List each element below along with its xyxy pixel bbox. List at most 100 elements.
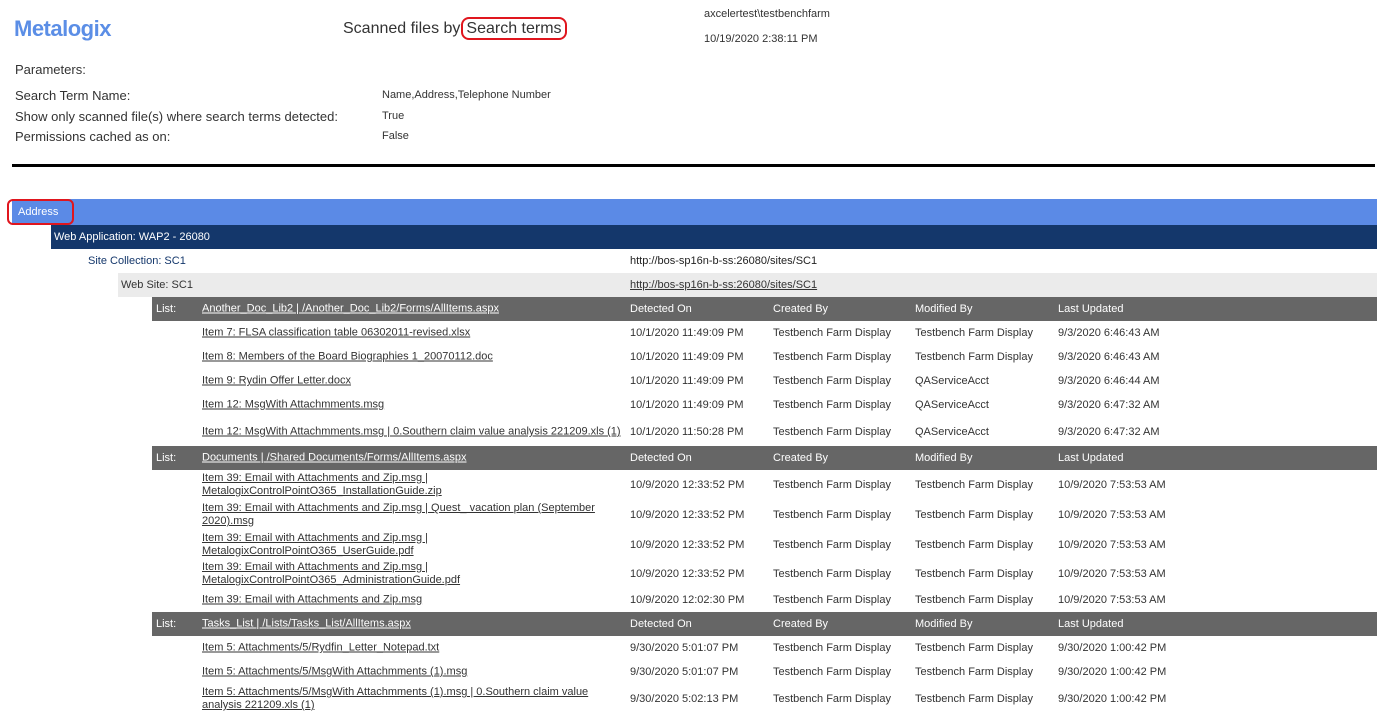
param-value: False xyxy=(382,130,409,142)
file-link[interactable]: Item 39: Email with Attachments and Zip.… xyxy=(202,561,461,586)
column-header-modified-by: Modified By xyxy=(915,303,973,315)
file-link[interactable]: Item 39: Email with Attachments and Zip.… xyxy=(202,531,429,557)
table-row: Item 39: Email with Attachments and Zip.… xyxy=(152,559,1377,589)
table-row: Item 12: MsgWith Attachmments.msg | 0.So… xyxy=(152,417,1377,447)
param-label: Permissions cached as on: xyxy=(15,129,171,144)
table-row: Item 39: Email with Attachments and Zip.… xyxy=(152,589,1377,611)
cell-created-by: Testbench Farm Display xyxy=(773,509,891,521)
cell-last-updated: 9/30/2020 1:00:42 PM xyxy=(1058,642,1167,654)
cell-modified-by: QAServiceAcct xyxy=(915,375,989,387)
cell-last-updated: 10/9/2020 7:53:53 AM xyxy=(1058,479,1166,491)
list-name-link[interactable]: Another_Doc_Lib2 | /Another_Doc_Lib2/For… xyxy=(202,302,499,315)
cell-last-updated: 9/3/2020 6:46:43 AM xyxy=(1058,351,1160,363)
column-header-created-by: Created By xyxy=(773,618,829,630)
cell-last-updated: 9/30/2020 1:00:42 PM xyxy=(1058,666,1167,678)
list-prefix: List: xyxy=(156,618,177,630)
param-label: Search Term Name: xyxy=(15,88,131,103)
cell-modified-by: Testbench Farm Display xyxy=(915,642,1033,654)
cell-last-updated: 9/30/2020 1:00:42 PM xyxy=(1058,693,1167,705)
cell-detected-on: 10/9/2020 12:33:52 PM xyxy=(630,509,745,521)
file-link[interactable]: Item 5: Attachments/5/MsgWith Attachmmen… xyxy=(202,665,468,678)
list-header-row: List: Tasks_List | /Lists/Tasks_List/AllI… xyxy=(152,612,1377,636)
cell-created-by: Testbench Farm Display xyxy=(773,399,891,411)
column-header-detected-on: Detected On xyxy=(630,303,692,315)
file-link[interactable]: Item 39: Email with Attachments and Zip.… xyxy=(202,593,423,606)
list-header-row: List: Another_Doc_Lib2 | /Another_Doc_Lib… xyxy=(152,297,1377,321)
cell-created-by: Testbench Farm Display xyxy=(773,594,891,606)
table-row: Item 39: Email with Attachments and Zip.… xyxy=(152,530,1377,559)
cell-detected-on: 10/1/2020 11:49:09 PM xyxy=(630,399,744,411)
cell-modified-by: Testbench Farm Display xyxy=(915,693,1033,705)
web-application-label: Web Application: WAP2 - 26080 xyxy=(54,231,210,243)
file-link[interactable]: Item 12: MsgWith Attachmments.msg | 0.So… xyxy=(202,425,621,438)
cell-last-updated: 9/3/2020 6:47:32 AM xyxy=(1058,426,1160,438)
table-row: Item 12: MsgWith Attachmments.msg 10/1/20… xyxy=(152,393,1377,417)
web-site-label: Web Site: SC1 xyxy=(121,279,193,291)
table-row: Item 5: Attachments/5/Rydfin_Letter_Note… xyxy=(152,636,1377,660)
list-header-row: List: Documents | /Shared Documents/Forms… xyxy=(152,446,1377,470)
cell-detected-on: 10/1/2020 11:50:28 PM xyxy=(630,426,744,438)
table-row: Item 5: Attachments/5/MsgWith Attachmmen… xyxy=(152,660,1377,684)
cell-last-updated: 10/9/2020 7:53:53 AM xyxy=(1058,594,1166,606)
column-header-created-by: Created By xyxy=(773,452,829,464)
web-application-bar: Web Application: WAP2 - 26080 xyxy=(51,225,1377,249)
column-header-created-by: Created By xyxy=(773,303,829,315)
cell-created-by: Testbench Farm Display xyxy=(773,642,891,654)
column-header-detected-on: Detected On xyxy=(630,618,692,630)
list-prefix: List: xyxy=(156,303,177,315)
cell-last-updated: 10/9/2020 7:53:53 AM xyxy=(1058,538,1166,551)
cell-modified-by: Testbench Farm Display xyxy=(915,509,1033,521)
file-link[interactable]: Item 5: Attachments/5/Rydfin_Letter_Note… xyxy=(202,641,440,654)
cell-created-by: Testbench Farm Display xyxy=(773,351,891,363)
table-row: Item 8: Members of the Board Biographies… xyxy=(152,345,1377,369)
cell-detected-on: 10/1/2020 11:49:09 PM xyxy=(630,351,744,363)
cell-detected-on: 10/9/2020 12:02:30 PM xyxy=(630,594,745,606)
cell-last-updated: 10/9/2020 7:53:53 AM xyxy=(1058,568,1166,580)
column-header-detected-on: Detected On xyxy=(630,452,692,464)
title-highlight: Search terms xyxy=(461,17,567,40)
separator-line xyxy=(12,164,1375,167)
column-header-last-updated: Last Updated xyxy=(1058,303,1124,315)
cell-created-by: Testbench Farm Display xyxy=(773,375,891,387)
file-link[interactable]: Item 39: Email with Attachments and Zip.… xyxy=(202,502,595,527)
cell-created-by: Testbench Farm Display xyxy=(773,327,891,339)
cell-last-updated: 9/3/2020 6:46:44 AM xyxy=(1058,375,1160,387)
file-link[interactable]: Item 5: Attachments/5/MsgWith Attachmmen… xyxy=(202,686,589,711)
table-row: Item 39: Email with Attachments and Zip.… xyxy=(152,470,1377,500)
file-link[interactable]: Item 8: Members of the Board Biographies… xyxy=(202,350,493,363)
cell-last-updated: 9/3/2020 6:47:32 AM xyxy=(1058,399,1160,411)
cell-modified-by: Testbench Farm Display xyxy=(915,479,1033,491)
metalogix-logo: Metalogix xyxy=(14,16,111,41)
column-header-modified-by: Modified By xyxy=(915,618,973,630)
file-link[interactable]: Item 39: Email with Attachments and Zip.… xyxy=(202,472,442,497)
cell-last-updated: 10/9/2020 7:53:53 AM xyxy=(1058,509,1166,521)
cell-last-updated: 9/3/2020 6:46:43 AM xyxy=(1058,327,1160,339)
cell-created-by: Testbench Farm Display xyxy=(773,693,891,705)
cell-detected-on: 10/9/2020 12:33:52 PM xyxy=(630,538,745,551)
file-link[interactable]: Item 9: Rydin Offer Letter.docx xyxy=(202,374,351,387)
cell-modified-by: Testbench Farm Display xyxy=(915,538,1033,551)
param-value: True xyxy=(382,110,405,122)
web-site-url-link[interactable]: http://bos-sp16n-b-ss:26080/sites/SC1 xyxy=(630,279,818,291)
cell-created-by: Testbench Farm Display xyxy=(773,479,891,491)
param-value: Name,Address,Telephone Number xyxy=(382,89,551,101)
cell-detected-on: 9/30/2020 5:01:07 PM xyxy=(630,666,739,678)
file-link[interactable]: Item 7: FLSA classification table 063020… xyxy=(202,326,471,339)
report-timestamp: 10/19/2020 2:38:11 PM xyxy=(704,33,818,45)
cell-modified-by: Testbench Farm Display xyxy=(915,666,1033,678)
column-header-last-updated: Last Updated xyxy=(1058,452,1124,464)
list-name-link[interactable]: Tasks_List | /Lists/Tasks_List/AllItems.… xyxy=(202,617,411,630)
cell-detected-on: 10/9/2020 12:33:52 PM xyxy=(630,479,745,491)
title-prefix: Scanned files by xyxy=(343,20,461,37)
table-row: Item 5: Attachments/5/MsgWith Attachmmen… xyxy=(152,684,1377,714)
cell-detected-on: 10/1/2020 11:49:09 PM xyxy=(630,327,744,339)
file-link[interactable]: Item 12: MsgWith Attachmments.msg xyxy=(202,398,385,411)
param-label: Show only scanned file(s) where search t… xyxy=(15,109,338,124)
cell-created-by: Testbench Farm Display xyxy=(773,568,891,580)
list-name-link[interactable]: Documents | /Shared Documents/Forms/AllI… xyxy=(202,451,467,464)
search-term-label: Address xyxy=(7,199,75,225)
column-header-last-updated: Last Updated xyxy=(1058,618,1124,630)
table-row: Item 39: Email with Attachments and Zip.… xyxy=(152,500,1377,530)
table-row: Item 7: FLSA classification table 063020… xyxy=(152,321,1377,345)
cell-modified-by: Testbench Farm Display xyxy=(915,594,1033,606)
